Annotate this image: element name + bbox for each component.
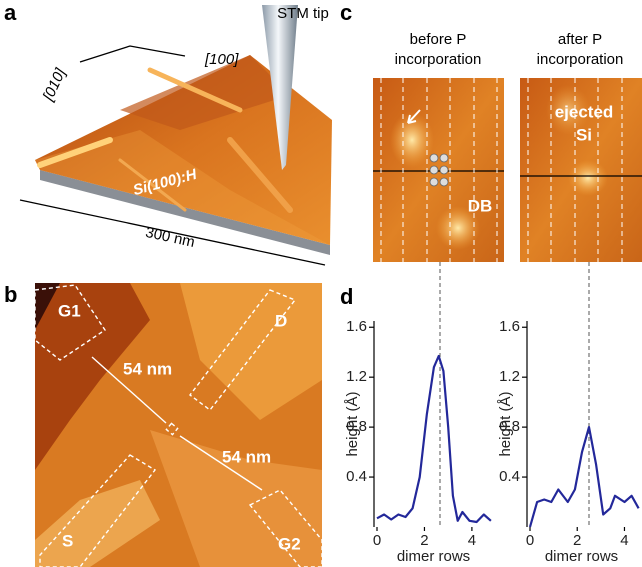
distance-label: 54 nm — [222, 447, 271, 466]
x-axis-label: dimer rows — [397, 548, 470, 565]
image-title: before P — [410, 31, 467, 48]
direction-label: [010] — [39, 65, 69, 104]
data-line — [530, 427, 639, 527]
panel-label: a — [4, 0, 17, 25]
image-title: after P — [558, 31, 602, 48]
electrode-label: D — [275, 311, 287, 330]
x-tick-label: 0 — [526, 532, 534, 549]
y-axis-label: height (Å) — [344, 391, 361, 456]
panel-label: d — [340, 284, 353, 309]
figure: a b c d STM tip [100] [010] Si(100):H 30… — [0, 0, 642, 567]
panel-label: b — [4, 282, 17, 307]
y-tick-label: 0.4 — [499, 468, 520, 485]
x-tick-label: 2 — [573, 532, 581, 549]
electrode-label: G2 — [278, 534, 301, 553]
y-axis-label: height (Å) — [497, 391, 514, 456]
image-title: incorporation — [537, 51, 624, 68]
y-tick-label: 1.2 — [499, 368, 520, 385]
x-tick-label: 2 — [420, 532, 428, 549]
y-tick-label: 1.2 — [346, 368, 367, 385]
x-tick-label: 0 — [373, 532, 381, 549]
image-title: incorporation — [395, 51, 482, 68]
axis-arrows — [80, 46, 185, 62]
electrode-label: G1 — [58, 301, 81, 320]
electrode-label: S — [62, 531, 73, 550]
distance-label: 54 nm — [123, 359, 172, 378]
direction-label: [100] — [204, 51, 239, 68]
surface-3d — [35, 5, 332, 255]
y-tick-label: 0.4 — [346, 468, 367, 485]
y-tick-label: 1.6 — [499, 318, 520, 335]
scale-label: 300 nm — [144, 224, 196, 251]
data-line — [377, 356, 491, 522]
y-tick-label: 1.6 — [346, 318, 367, 335]
image-label: ejected — [555, 102, 614, 121]
image-label: Si — [576, 125, 592, 144]
tip-label: STM tip — [277, 5, 329, 22]
panel-label: c — [340, 0, 352, 25]
x-tick-label: 4 — [620, 532, 628, 549]
image-label: DB — [468, 196, 493, 215]
x-tick-label: 4 — [468, 532, 476, 549]
x-axis-label: dimer rows — [545, 548, 618, 565]
